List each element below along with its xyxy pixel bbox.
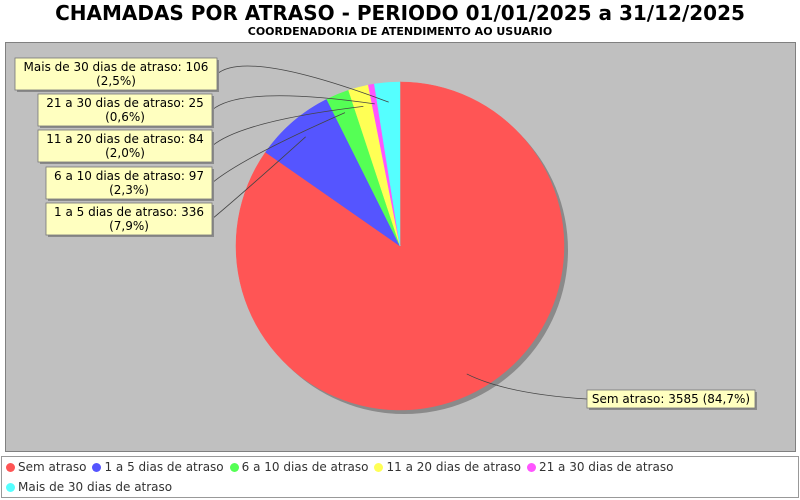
slice-percent-3: (2,3%): [109, 183, 149, 197]
slice-percent-4: (2,0%): [105, 146, 145, 160]
slice-percent-2: (7,9%): [109, 219, 149, 233]
legend-label: Sem atraso: [18, 460, 87, 474]
legend-item-3: 6 a 10 dias de atraso: [229, 460, 369, 474]
leader-line-4: [211, 106, 364, 147]
legend-dot-icon: [229, 463, 239, 472]
slice-label-3: 6 a 10 dias de atraso: 97: [54, 169, 204, 183]
label-box-1: [586, 389, 756, 409]
legend-item-6: Mais de 30 dias de atraso: [6, 480, 172, 494]
legend: Sem atraso 1 a 5 dias de atraso 6 a 10 dia…: [1, 456, 799, 498]
slice-label-2: 1 a 5 dias de atraso: 336: [54, 205, 204, 219]
slice-percent-5: (0,6%): [105, 110, 145, 124]
legend-dot-icon: [6, 463, 15, 472]
leader-line-3: [211, 112, 346, 184]
legend-label: 6 a 10 dias de atraso: [241, 460, 369, 474]
legend-item-2: 1 a 5 dias de atraso: [92, 460, 224, 474]
legend-item-4: 11 a 20 dias de atraso: [374, 460, 521, 474]
chart-subtitle: COORDENADORIA DE ATENDIMENTO AO USUARIO: [247, 25, 553, 38]
label-box-3: [45, 166, 213, 200]
label-box-5: [37, 93, 213, 127]
pie-slice-6: [374, 81, 401, 247]
legend-item-1: Sem atraso: [6, 460, 86, 474]
pie-chart: Sem atraso: 3585 (84,7%) 1 a 5 dias de at…: [14, 57, 757, 414]
label-box-4: [37, 129, 213, 163]
legend-dot-icon: [526, 463, 536, 472]
legend-dot-icon: [92, 463, 102, 472]
leader-line-2: [211, 136, 306, 220]
leader-line-6: [216, 65, 389, 103]
slice-label-1: Sem atraso: 3585 (84,7%): [592, 392, 750, 406]
slice-label-6: Mais de 30 dias de atraso: 106: [24, 60, 209, 74]
leader-line-5: [211, 95, 375, 111]
legend-label: 11 a 20 dias de atraso: [386, 460, 521, 474]
label-box-6: [14, 57, 218, 91]
legend-dot-icon: [374, 463, 384, 472]
slice-label-5: 21 a 30 dias de atraso: 25: [46, 96, 204, 110]
slice-percent-6: (2,5%): [96, 74, 136, 88]
legend-label: 1 a 5 dias de atraso: [104, 460, 224, 474]
label-box-2: [45, 202, 213, 236]
leader-line-1: [466, 373, 588, 400]
legend-label: Mais de 30 dias de atraso: [18, 480, 173, 494]
legend-dot-icon: [6, 483, 15, 492]
slice-label-4: 11 a 20 dias de atraso: 84: [46, 132, 204, 146]
chart-title: CHAMADAS POR ATRASO - PERIODO 01/01/2025…: [55, 1, 745, 25]
legend-item-5: 21 a 30 dias de atraso: [526, 460, 674, 474]
legend-label: 21 a 30 dias de atraso: [538, 460, 674, 474]
